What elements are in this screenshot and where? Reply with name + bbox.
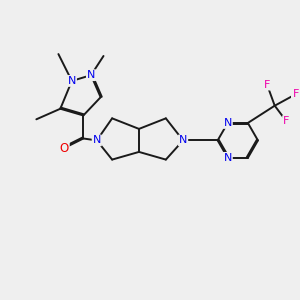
Text: N: N [224,118,232,128]
Text: N: N [93,135,101,146]
Text: F: F [264,80,270,90]
Text: F: F [283,116,290,126]
Text: N: N [68,76,76,86]
Text: N: N [87,70,95,80]
Text: F: F [292,89,299,99]
Text: N: N [224,153,232,163]
Text: O: O [59,142,69,154]
Text: N: N [179,135,187,146]
